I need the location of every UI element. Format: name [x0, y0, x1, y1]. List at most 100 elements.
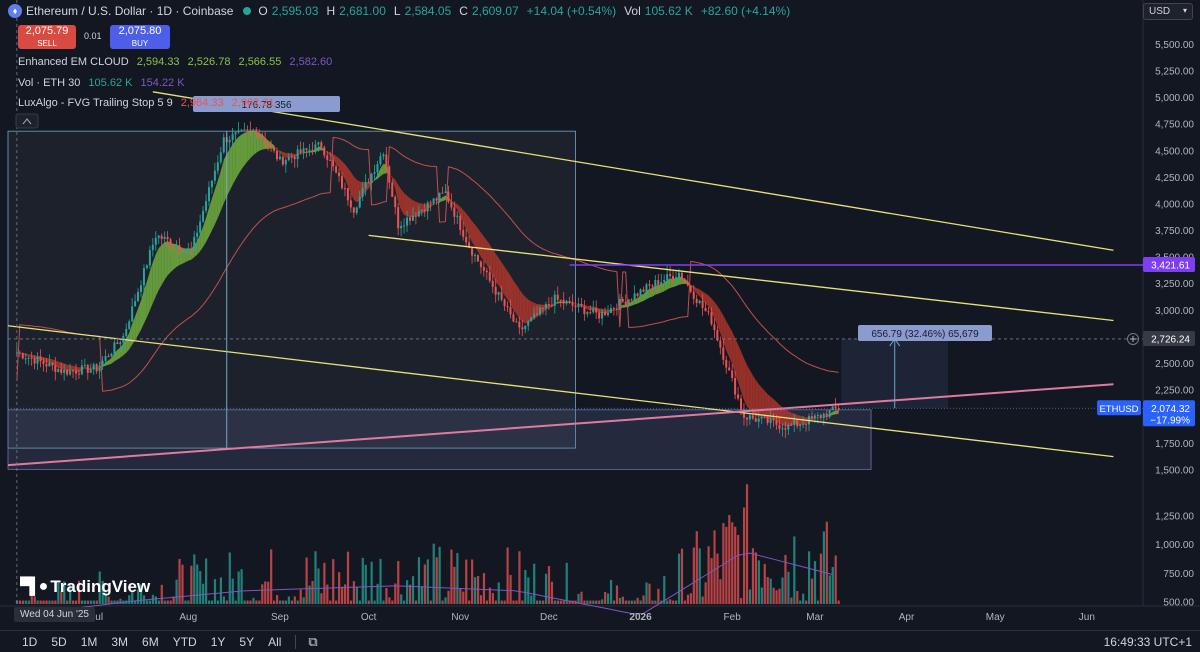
candle-body [509, 307, 512, 315]
candle-body [287, 156, 290, 161]
candle-body [178, 245, 181, 250]
cloud-segment [670, 278, 673, 288]
candle-body [453, 207, 456, 217]
volume-bar [388, 597, 391, 604]
volume-bar [674, 600, 678, 604]
volume-bar [131, 591, 134, 604]
candle-body [42, 361, 45, 364]
chart-legend-header: ♦ Ethereum / U.S. Dollar · 1D · Coinbase… [8, 4, 794, 18]
timeframe-5y[interactable]: 5Y [239, 634, 255, 649]
volume-bar [769, 578, 772, 604]
timeframe-5d[interactable]: 5D [51, 634, 67, 649]
ohlc-close-label: C [459, 4, 468, 18]
cloud-segment [285, 152, 289, 158]
cloud-segment [412, 200, 416, 217]
candle-body [816, 415, 819, 417]
volume-bar [547, 566, 551, 604]
indicator-volume[interactable]: Vol · ETH 30 105.62 K 154.22 K [18, 77, 185, 89]
candle-body [677, 272, 680, 278]
timeframe-ytd[interactable]: YTD [172, 634, 197, 649]
candle-body [181, 249, 184, 252]
timeframe-all[interactable]: All [268, 634, 282, 649]
volume-bar [837, 600, 840, 604]
volume-bar [751, 548, 755, 604]
candle-body [417, 211, 420, 217]
candle-body [615, 308, 618, 310]
candle-body [831, 406, 834, 411]
candle-body [621, 298, 624, 302]
volume-bar [95, 600, 98, 604]
candle-body [207, 187, 210, 202]
volume-bar [450, 549, 453, 604]
volume-bar [382, 600, 385, 604]
timeframe-1m[interactable]: 1M [80, 634, 98, 649]
candle-body [66, 369, 69, 375]
volume-change: +82.60 (+4.14%) [700, 4, 791, 18]
cloud-segment [504, 266, 508, 300]
volume-bar [805, 600, 808, 604]
volume-bar [323, 562, 326, 604]
candle-body [140, 285, 143, 292]
volume-bar [110, 600, 113, 604]
buy-button[interactable]: 2,075.80 BUY [110, 25, 170, 49]
timeframe-1y[interactable]: 1Y [210, 634, 226, 649]
price-tick-label: 5,250.00 [1155, 67, 1194, 78]
symbol-title[interactable]: Ethereum / U.S. Dollar · 1D · Coinbase [26, 4, 234, 18]
price-tick-label: 4,000.00 [1155, 199, 1194, 210]
cloud-segment [371, 179, 375, 184]
volume-bar [278, 600, 282, 604]
candle-body [83, 364, 86, 366]
candle-body [707, 311, 710, 313]
candle-body [701, 300, 704, 308]
volume-bar [92, 600, 95, 604]
indicator-fvg-trailing-stop[interactable]: LuxAlgo - FVG Trailing Stop 5 9 2,964.33… [18, 97, 274, 109]
volume-bar [680, 548, 684, 604]
indicator-em-cloud[interactable]: Enhanced EM CLOUD 2,594.33 2,526.78 2,56… [18, 56, 332, 68]
crosshair-price-tag: 2,726.24 [1151, 334, 1190, 345]
price-chart[interactable]: 176.78 356 656.79 (32.46%) 65,679 5,500.0… [0, 0, 1200, 630]
candle-body [506, 306, 509, 308]
volume-bar [586, 600, 589, 604]
volume-bar [296, 600, 299, 604]
volume-bar [36, 600, 39, 604]
candle-body [284, 160, 287, 165]
candle-body [33, 358, 36, 364]
cloud-segment [209, 198, 212, 237]
candle-body [137, 291, 140, 302]
candle-body [787, 424, 790, 430]
time-tick-label: Apr [899, 612, 915, 623]
candle-body [530, 317, 533, 322]
volume-bar [468, 600, 471, 604]
volume-bar [358, 600, 361, 604]
timeframe-3m[interactable]: 3M [111, 634, 129, 649]
candle-body [364, 182, 367, 189]
volume-bar [104, 592, 107, 604]
ohlc-open-value: 2,595.03 [271, 4, 319, 18]
candle-body [385, 154, 388, 167]
candle-body [642, 289, 645, 292]
cloud-segment [126, 332, 130, 353]
candle-body [601, 311, 604, 319]
timeframe-1d[interactable]: 1D [22, 634, 38, 649]
cloud-segment [282, 152, 286, 158]
candle-body [503, 299, 506, 307]
volume-bar [825, 521, 828, 604]
cloud-segment [439, 197, 443, 203]
sell-button[interactable]: 2,075.79 SELL [18, 25, 76, 49]
candle-body [184, 249, 187, 252]
calendar-range-icon[interactable]: ⧉ [308, 633, 318, 649]
currency-select[interactable]: USD ▾ [1143, 3, 1193, 20]
candle-body [459, 215, 462, 231]
timeframe-6m[interactable]: 6M [142, 634, 159, 649]
candle-body [190, 248, 193, 250]
candle-body [305, 148, 308, 150]
candle-body [589, 312, 592, 314]
cloud-segment [442, 195, 446, 202]
cloud-segment [498, 257, 502, 291]
volume-bar [553, 600, 557, 604]
candle-body [547, 304, 550, 306]
volume-bar [509, 575, 512, 604]
cloud-segment [149, 262, 153, 311]
volume-bar [556, 600, 559, 604]
volume-bar [187, 600, 190, 604]
